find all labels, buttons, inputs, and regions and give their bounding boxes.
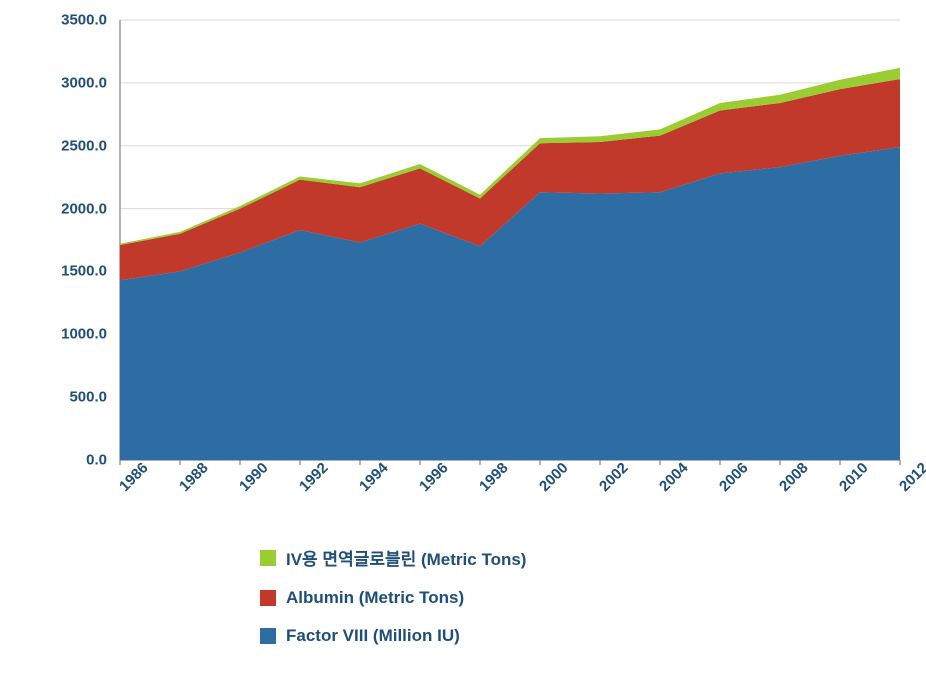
y-tick-label: 2500.0 (61, 137, 107, 154)
x-tick-label: 1996 (416, 459, 452, 495)
x-tick-label: 1994 (356, 459, 392, 495)
x-tick-label: 1988 (176, 459, 212, 495)
legend-item: Factor VIII (Million IU) (260, 626, 760, 646)
chart-svg (120, 20, 900, 460)
legend-label: Factor VIII (Million IU) (286, 626, 460, 646)
legend-swatch (260, 590, 276, 606)
x-tick-label: 1990 (236, 459, 272, 495)
x-tick-label: 2008 (776, 459, 812, 495)
stacked-area-chart: 0.0 500.0 1000.0 1500.0 2000.0 2500.0 3000.0 35… (0, 0, 926, 685)
legend-swatch (260, 550, 276, 566)
y-tick-label: 3000.0 (61, 74, 107, 91)
y-tick-label: 1000.0 (61, 326, 107, 343)
x-tick-label: 1992 (296, 459, 332, 495)
plot-area (120, 20, 900, 460)
y-tick-label: 2000.0 (61, 200, 107, 217)
y-tick-label: 1500.0 (61, 263, 107, 280)
legend-label: Albumin (Metric Tons) (286, 588, 464, 608)
x-tick-label: 1998 (476, 459, 512, 495)
legend-swatch (260, 628, 276, 644)
x-tick-label: 2002 (596, 459, 632, 495)
x-tick-label: 1986 (116, 459, 152, 495)
y-axis-labels: 0.0500.01000.01500.02000.02500.03000.035… (0, 20, 115, 460)
x-tick-label: 2004 (656, 459, 692, 495)
x-tick-label: 2010 (836, 459, 872, 495)
y-tick-label: 3500.0 (61, 12, 107, 29)
x-tick-label: 2000 (536, 459, 572, 495)
y-tick-label: 0.0 (86, 452, 107, 469)
y-tick-label: 500.0 (69, 389, 107, 406)
x-tick-label: 2006 (716, 459, 752, 495)
legend: IV용 면역글로블린 (Metric Tons) Albumin (Metric … (260, 545, 760, 664)
x-axis-labels: 1986198819901992199419961998200020022004… (120, 465, 900, 525)
legend-item: Albumin (Metric Tons) (260, 588, 760, 608)
legend-label: IV용 면역글로블린 (Metric Tons) (286, 545, 526, 570)
legend-item: IV용 면역글로블린 (Metric Tons) (260, 545, 760, 570)
